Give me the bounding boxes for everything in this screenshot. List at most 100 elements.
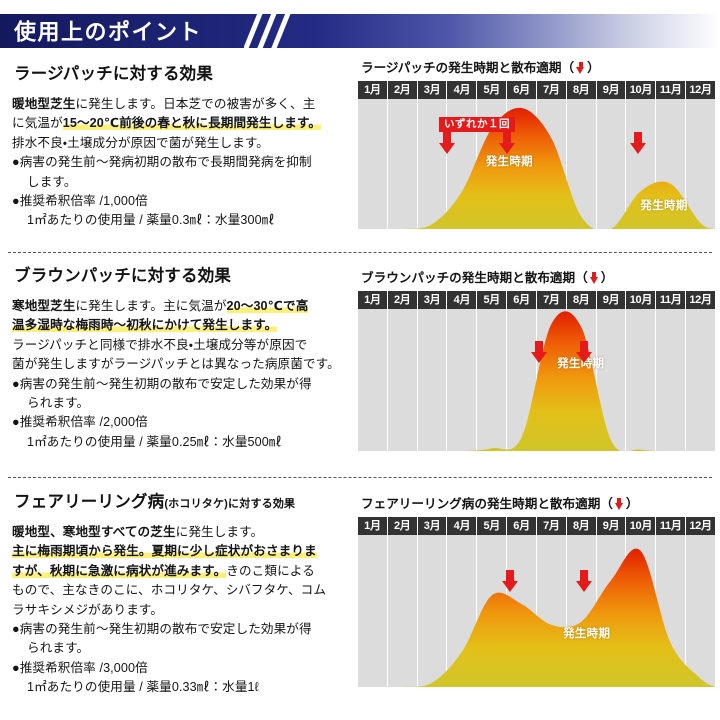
body-bullet-line: ●病害の発生前〜発生初期の散布で安定した効果が得 [12, 376, 312, 391]
month-header-row: 1月 2月 3月 4月 5月 6月 7月 8月 9月 10月 11月 12月 [358, 517, 715, 535]
chart-title: ラージパッチの発生時期と散布適期（ ） [358, 56, 603, 77]
section-heading-main: ラージパッチに対する効果 [14, 65, 214, 83]
month-cell-7: 7月 [536, 81, 567, 99]
body-bullet-line: ●推奨希釈倍率 /3,000倍 [12, 660, 148, 675]
occurrence-period-label: 発生時期 [563, 628, 611, 641]
body-indent-line: 1㎡あたりの使用量 / 薬量0.33㎖：水量1ℓ [27, 680, 259, 695]
month-cell-8: 8月 [566, 291, 597, 309]
section-heading: フェアリーリング病(ホコリタケ)に対する効果 [8, 488, 306, 515]
month-cell-2: 2月 [387, 81, 418, 99]
disease-section-brown-patch: ブラウンパッチに対する効果 寒地型芝生に発生します。主に気温が20〜30℃で高温… [0, 262, 720, 462]
occurrence-chart-large-patch: ラージパッチの発生時期と散布適期（ ） 1月 2月 3月 4月 5月 6月 7月 8月 9月 10月… [358, 56, 720, 229]
month-cell-4: 4月 [447, 81, 478, 99]
plain-text: 排水不良・土壌成分が原因で菌が発生します。 [12, 135, 269, 150]
plain-text: に発生します。主に気温が [75, 299, 227, 313]
occurrence-curve [358, 311, 715, 451]
month-cell-8: 8月 [566, 517, 597, 535]
chart-plot-area: 発生時期 [358, 309, 715, 451]
chart-plot-area: 発生時期 発生時期 いずれか１回 [358, 99, 715, 229]
plain-text: もので、主なきのこに、ホコリタケ、シバフタケ、コム [12, 583, 327, 598]
month-cell-2: 2月 [387, 291, 418, 309]
down-arrow-icon [589, 272, 599, 284]
month-cell-5: 5月 [477, 517, 508, 535]
month-cell-9: 9月 [596, 291, 627, 309]
body-line: ラージパッチと同様で排水不良・土壌成分等が原因で [12, 336, 350, 355]
month-cell-12: 12月 [686, 81, 715, 99]
body-bullet-line: ●病害の発生前〜発生初期の散布で安定した効果が得 [12, 621, 312, 636]
occurrence-curve [358, 548, 715, 687]
body-bullet-line: ●推奨希釈倍率 /2,000倍 [12, 415, 148, 430]
section-heading: ブラウンパッチに対する効果 [8, 262, 242, 289]
section-text-column: ラージパッチに対する効果 暖地型芝生に発生します。日本芝での被害が多く、主に気温… [8, 60, 352, 231]
section-body-text: 暖地型芝生に発生します。日本芝での被害が多く、主に気温が15〜20℃前後の春と秋… [8, 95, 352, 231]
section-divider [8, 252, 712, 253]
month-cell-4: 4月 [447, 517, 478, 535]
month-cell-8: 8月 [566, 81, 597, 99]
body-indent-line: 1㎡あたりの使用量 / 薬量0.3㎖：水量300㎖ [27, 213, 275, 228]
plain-text: ラージパッチと同様で排水不良・土壌成分等が原因で [12, 337, 308, 352]
month-cell-5: 5月 [477, 291, 508, 309]
highlighted-text: すが、秋期に急激に病状が進みます。 [12, 563, 227, 578]
highlighted-text: 温多湿時な梅雨時〜初秋にかけて発生します。 [12, 318, 278, 333]
occurrence-period-label: 発生時期 [557, 358, 605, 371]
chart-title-prefix: ブラウンパッチの発生時期と散布適期（ [361, 271, 588, 285]
disease-section-large-patch: ラージパッチに対する効果 暖地型芝生に発生します。日本芝での被害が多く、主に気温… [0, 60, 720, 240]
month-cell-1: 1月 [358, 291, 388, 309]
section-heading-sub: (ホコリタケ)に対する効果 [164, 498, 296, 510]
body-line: 暖地型、寒地型すべての芝生に発生します。 [12, 523, 350, 542]
section-heading: ラージパッチに対する効果 [8, 60, 224, 87]
body-line: に気温が15〜20℃前後の春と秋に長期間発生します。 [12, 114, 350, 133]
section-body-text: 寒地型芝生に発生します。主に気温が20〜30℃で高温多湿時な梅雨時〜初秋にかけて… [8, 297, 352, 452]
body-indent-line: 1㎡あたりの使用量 / 薬量0.25㎖：水量500㎖ [27, 434, 282, 449]
plain-text: 菌が発生しますがラージパッチとは異なった病原菌です。 [12, 357, 340, 372]
month-cell-3: 3月 [417, 81, 448, 99]
body-line: もので、主なきのこに、ホコリタケ、シバフタケ、コム [12, 581, 350, 600]
month-cell-10: 10月 [626, 517, 657, 535]
month-cell-11: 11月 [656, 81, 687, 99]
month-cell-1: 1月 [358, 517, 388, 535]
month-cell-1: 1月 [358, 81, 388, 99]
month-header-row: 1月 2月 3月 4月 5月 6月 7月 8月 9月 10月 11月 12月 [358, 81, 715, 99]
month-cell-10: 10月 [626, 81, 657, 99]
body-line: 主に梅雨期頃から発生。夏期に少し症状がおさまりま [12, 542, 350, 561]
month-cell-7: 7月 [536, 291, 567, 309]
body-line: 排水不良・土壌成分が原因で菌が発生します。 [12, 134, 350, 153]
section-divider [8, 477, 712, 478]
bold-text: 寒地型芝生 [12, 299, 76, 313]
page-header-banner: 使用上のポイント [0, 14, 720, 48]
occurrence-period-label: 発生時期 [640, 200, 688, 213]
month-cell-5: 5月 [477, 81, 508, 99]
body-line: 温多湿時な梅雨時〜初秋にかけて発生します。 [12, 316, 350, 335]
bold-text: 暖地型芝生 [12, 97, 76, 111]
bold-text: 暖地型、寒地型すべての芝生 [12, 525, 176, 539]
section-text-column: フェアリーリング病(ホコリタケ)に対する効果 暖地型、寒地型すべての芝生に発生し… [8, 488, 352, 698]
month-cell-12: 12月 [686, 517, 715, 535]
body-line: 菌が発生しますがラージパッチとは異なった病原菌です。 [12, 355, 350, 374]
body-line: 寒地型芝生に発生します。主に気温が20〜30℃で高 [12, 297, 350, 316]
highlighted-text: 15〜20℃前後の春と秋に長期間発生します。 [62, 116, 322, 131]
month-cell-6: 6月 [507, 517, 537, 535]
disease-section-fairy-ring: フェアリーリング病(ホコリタケ)に対する効果 暖地型、寒地型すべての芝生に発生し… [0, 488, 720, 718]
highlighted-text: 20〜30℃で高 [226, 299, 309, 313]
chart-title-suffix: ） [625, 497, 639, 511]
occurrence-period-label: 発生時期 [485, 156, 533, 169]
page-title: 使用上のポイント [14, 19, 203, 45]
month-header-row: 1月 2月 3月 4月 5月 6月 7月 8月 9月 10月 11月 12月 [358, 291, 715, 309]
body-indent-line: します。 [27, 174, 77, 189]
chart-title-suffix: ） [587, 61, 600, 75]
body-indent-line: られます。 [27, 395, 90, 410]
section-heading-main: フェアリーリング病 [14, 493, 165, 511]
chart-plot-area: 発生時期 [358, 535, 715, 687]
month-cell-6: 6月 [507, 291, 537, 309]
month-cell-6: 6月 [507, 81, 537, 99]
either-once-label: いずれか１回 [439, 117, 515, 132]
plain-text: きのこ類による [226, 563, 315, 578]
occurrence-area [358, 311, 715, 451]
chart-title: ブラウンパッチの発生時期と散布適期（ ） [358, 266, 617, 287]
plain-text: に発生します。日本芝での被害が多く、主 [75, 97, 316, 111]
month-cell-11: 11月 [656, 291, 687, 309]
chart-title-prefix: フェアリーリング病の発生時期と散布適期（ [361, 497, 613, 511]
chart-title-prefix: ラージパッチの発生時期と散布適期（ [361, 61, 575, 75]
body-line: すが、秋期に急激に病状が進みます。きのこ類による [12, 562, 350, 581]
month-cell-9: 9月 [596, 81, 627, 99]
